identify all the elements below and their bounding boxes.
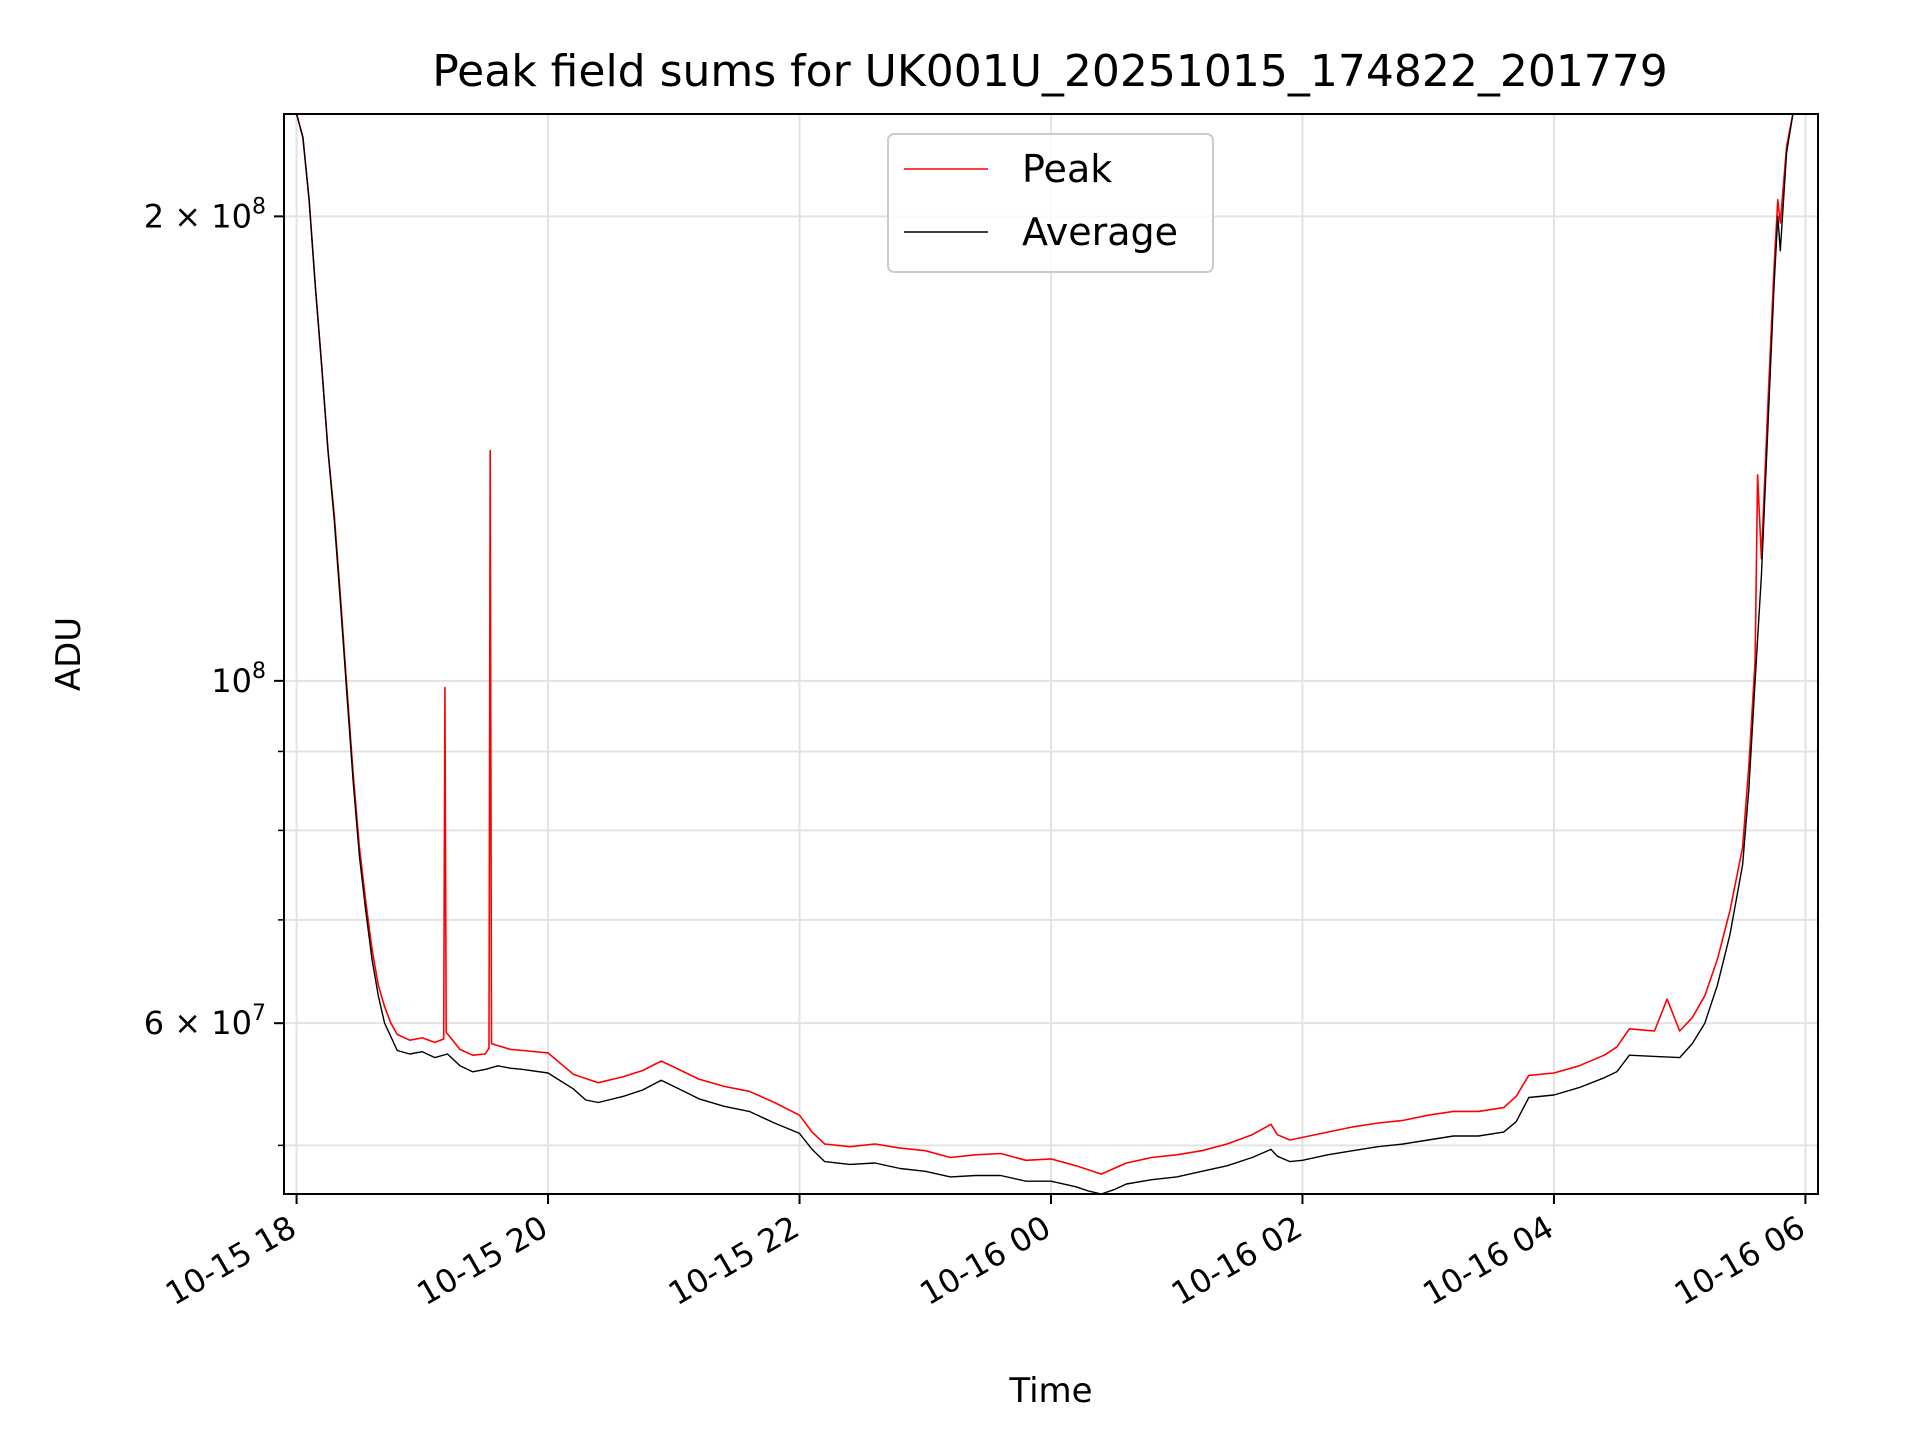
- legend-average-label: Average: [1022, 210, 1178, 254]
- chart-title: Peak field sums for UK001U_20251015_1748…: [432, 46, 1668, 97]
- legend-peak-label: Peak: [1022, 147, 1112, 191]
- series-line-peak: [284, 113, 1818, 1175]
- y-axis-label: ADU: [49, 617, 89, 691]
- series-line-average: [284, 113, 1818, 1195]
- y-tick-label: 6 × 107: [144, 1001, 266, 1042]
- y-tick-label: 108: [211, 659, 266, 700]
- legend: Peak Average: [887, 133, 1214, 273]
- y-tick-label: 2 × 108: [144, 194, 266, 235]
- series-layer: [284, 113, 1818, 1195]
- x-axis-label: Time: [1008, 1371, 1092, 1411]
- grid-layer: [284, 114, 1818, 1194]
